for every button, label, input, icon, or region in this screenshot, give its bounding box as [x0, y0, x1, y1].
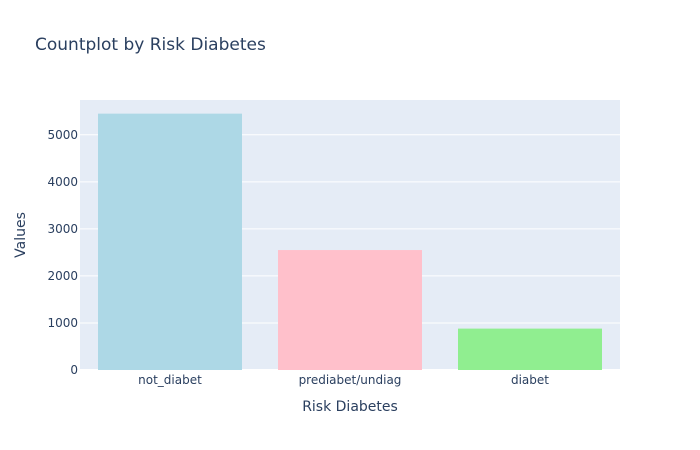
- y-tick-label: 5000: [47, 128, 78, 142]
- bars: [98, 113, 602, 370]
- chart-title: Countplot by Risk Diabetes: [35, 35, 266, 55]
- y-tick-label: 4000: [47, 175, 78, 189]
- x-tick-labels: not_diabet prediabet/undiag diabet: [138, 373, 549, 387]
- bar-prediabet-undiag[interactable]: [278, 250, 422, 370]
- y-axis-label: Values: [13, 212, 29, 258]
- x-tick-label: prediabet/undiag: [299, 373, 402, 387]
- bar-diabet[interactable]: [458, 328, 602, 370]
- y-tick-label: 1000: [47, 316, 78, 330]
- x-axis-label: Risk Diabetes: [302, 399, 398, 415]
- y-tick-label: 0: [70, 363, 78, 377]
- y-tick-label: 2000: [47, 269, 78, 283]
- y-tick-label: 3000: [47, 222, 78, 236]
- y-tick-labels: 0 1000 2000 3000 4000 5000: [47, 128, 78, 377]
- bar-not-diabet[interactable]: [98, 113, 242, 370]
- x-tick-label: diabet: [511, 373, 549, 387]
- x-tick-label: not_diabet: [138, 373, 202, 387]
